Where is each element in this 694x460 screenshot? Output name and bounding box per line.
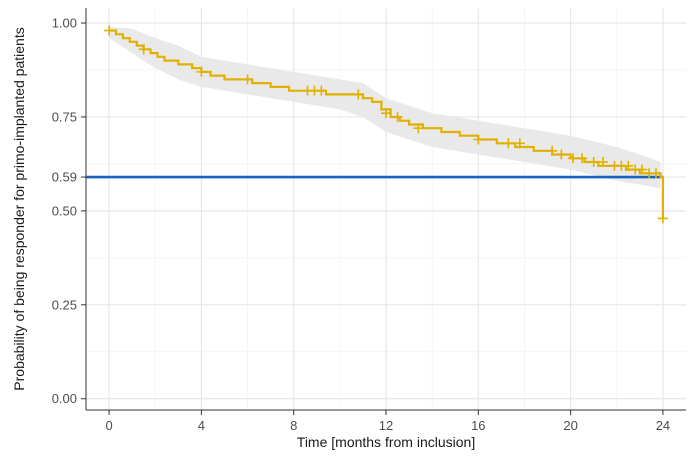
y-tick-label: 1.00 [52,16,77,31]
censor-mark [657,213,668,224]
censor-mark [577,153,588,164]
censor-mark [381,108,391,119]
tick-labels-layer: 0 4 8 12 16 20 24 0.00 0.25 0.50 0.59 0.75 1.00 [52,16,670,433]
y-tick-label: 0.25 [52,297,77,312]
censor-mark [556,149,567,160]
censor-mark [637,164,648,175]
censor-mark [651,168,661,179]
censor-mark [623,160,634,171]
x-tick-label: 4 [198,418,205,433]
y-tick-label: 0.00 [52,391,77,406]
y-tick-label: 0.59 [52,170,77,185]
censor-marks-layer [104,25,668,224]
x-axis-title: Time [months from inclusion] [297,434,475,450]
x-tick-label: 0 [105,418,112,433]
censor-mark [588,157,599,168]
censor-mark [196,66,207,77]
censor-mark [567,153,578,164]
censor-mark [597,157,608,168]
censor-mark [242,74,253,85]
x-tick-label: 24 [656,418,670,433]
y-tick-label: 0.75 [52,109,77,124]
x-tick-label: 16 [471,418,485,433]
censor-mark [138,44,149,55]
y-axis-title: Probability of being responder for primo… [11,27,27,390]
censor-mark [353,89,364,100]
censor-mark [547,145,558,156]
censor-mark [316,85,327,96]
x-tick-label: 20 [563,418,577,433]
censor-mark [503,138,514,149]
x-tick-label: 12 [379,418,393,433]
y-tick-label: 0.50 [52,203,77,218]
axes-layer [81,8,686,415]
censor-mark [392,111,403,122]
censor-mark [413,123,424,134]
x-tick-label: 8 [290,418,297,433]
censor-mark [514,138,525,149]
censor-mark [104,25,115,36]
censor-mark [473,134,484,145]
